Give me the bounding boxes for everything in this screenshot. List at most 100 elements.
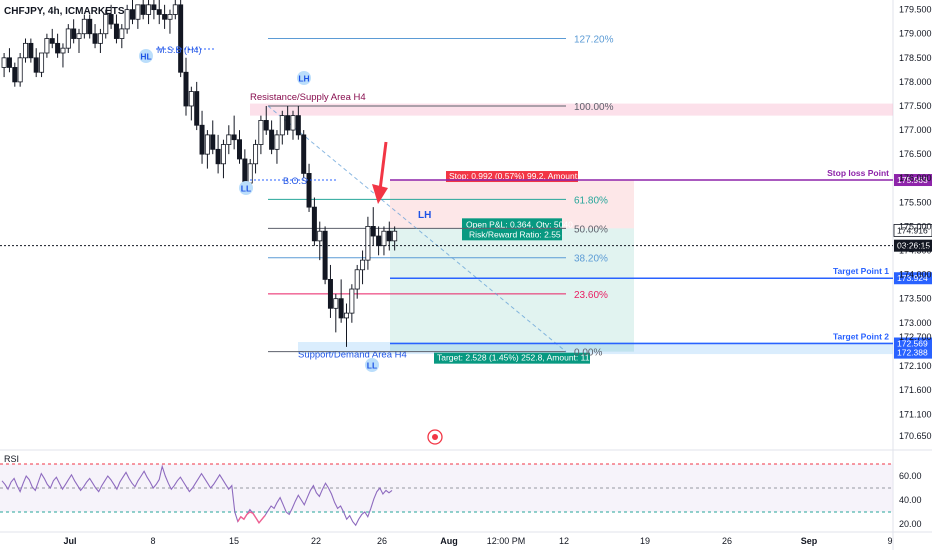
candle-53 — [285, 105, 291, 135]
candle-body — [6, 57, 12, 68]
candle-0 — [1, 52, 7, 78]
ll-bottom-label: LL — [367, 361, 377, 371]
candle-body — [156, 9, 162, 15]
bos-label: B.O.S — [283, 176, 307, 186]
y-tick-9: 175.000 — [899, 221, 932, 231]
lh-top-label: LH — [298, 74, 309, 84]
resistance-zone — [250, 103, 893, 116]
rsi-oversold-line — [237, 511, 266, 524]
lh-right-label: LH — [418, 210, 431, 221]
axes-layer: 179.500 179.000 178.500 178.000 177.500 177.0… — [63, 5, 931, 546]
candle-65 — [349, 284, 355, 323]
x-tick-5: Aug — [440, 536, 458, 546]
candle-29 — [156, 0, 162, 25]
candle-62 — [333, 293, 339, 333]
x-tick-3: 22 — [311, 536, 321, 546]
candle-body — [226, 134, 232, 145]
candle-body — [178, 4, 184, 73]
candle-26 — [140, 0, 146, 20]
candle-57 — [306, 163, 312, 212]
fib-retracement[interactable]: 127.20% 100.00% 61.80% 50.00% 38.20% 23.60% 0.… — [267, 35, 614, 359]
info-tag-box — [462, 218, 562, 241]
hl-label: HL — [140, 52, 151, 62]
candle-body — [263, 120, 269, 131]
candle-12 — [65, 24, 71, 53]
candle-body — [386, 230, 392, 242]
candle-35 — [188, 86, 194, 121]
y-tick-7: 176.000 — [899, 173, 932, 183]
price-now-box — [893, 224, 932, 237]
candle-52 — [279, 110, 285, 145]
chart-title: CHFJPY, 4h, ICMARKETS — [4, 6, 125, 17]
position-tool[interactable]: Stop: 0.992 (0.57%) 99.2, Amount: 950 Ope… — [390, 171, 634, 364]
candle-70 — [376, 226, 382, 256]
candle-body — [194, 91, 200, 126]
candle-body — [220, 144, 226, 165]
candle-body — [49, 38, 55, 44]
x-tick-9: 26 — [722, 536, 732, 546]
x-tick-7: 12 — [559, 536, 569, 546]
candle-body — [343, 312, 349, 319]
candle-body — [124, 9, 130, 30]
candle-body — [376, 235, 382, 247]
level-label-0: Stop loss Point — [827, 168, 889, 178]
y-tick-16: 171.600 — [899, 385, 932, 395]
candle-10 — [55, 33, 61, 58]
candle-body — [204, 134, 210, 155]
support-zone-label: Support/Demand Area H4 — [298, 349, 407, 360]
candle-body — [39, 52, 45, 73]
candle-47 — [253, 139, 259, 174]
candle-body — [258, 120, 264, 145]
candle-14 — [76, 28, 82, 53]
level-tag-box-1 — [894, 272, 932, 285]
candle-body — [140, 4, 146, 15]
y-tick-5: 177.000 — [899, 125, 932, 135]
candle-20 — [108, 4, 114, 29]
x-tick-4: 26 — [377, 536, 387, 546]
candle-body — [188, 91, 194, 107]
annotations-layer: HL M.S.B (H4) LH LL B.O.S LH LL — [139, 45, 443, 445]
candle-59 — [317, 221, 323, 261]
candle-body — [242, 158, 248, 184]
y-tick-8: 175.500 — [899, 197, 932, 207]
level-label-2: Target Point 2 — [833, 332, 889, 342]
candle-30 — [162, 4, 168, 29]
rsi-label: RSI — [4, 454, 19, 464]
candle-73 — [392, 226, 398, 251]
candle-body — [381, 230, 387, 247]
candle-6 — [33, 48, 39, 78]
fib-label-6: 0.00% — [574, 348, 602, 359]
candle-body — [162, 14, 168, 20]
price-now-label: 174.916 — [897, 225, 928, 235]
rsi-pane[interactable]: RSI 60.00 40.00 20.00 — [0, 454, 922, 529]
y-tick-0: 179.500 — [899, 5, 932, 15]
candle-9 — [49, 28, 55, 49]
rsi-line — [1, 464, 393, 527]
candle-17 — [92, 24, 98, 49]
candle-body — [172, 4, 178, 15]
candle-58 — [311, 197, 317, 246]
target-tag-box — [434, 352, 590, 364]
candle-body — [22, 42, 28, 59]
red-arrow-head — [372, 184, 388, 204]
candle-body — [65, 28, 71, 49]
candle-body — [236, 139, 242, 160]
reward-box — [390, 228, 634, 352]
x-tick-0: Jul — [63, 536, 76, 546]
y-tick-6: 176.500 — [899, 149, 932, 159]
candle-33 — [178, 0, 184, 78]
candle-22 — [119, 24, 125, 49]
candle-50 — [269, 120, 275, 155]
x-tick-6: 12:00 PM — [487, 536, 526, 546]
candle-3 — [17, 52, 23, 87]
candle-body — [146, 4, 152, 15]
candle-66 — [354, 264, 360, 299]
candle-body — [333, 298, 339, 309]
countdown-box — [894, 239, 932, 252]
x-tick-10: Sep — [801, 536, 818, 546]
candle-5 — [28, 38, 34, 63]
candle-2 — [12, 62, 18, 87]
stop-tag-text: Stop: 0.992 (0.57%) 99.2, Amount: 950 — [449, 171, 596, 181]
levels-layer[interactable]: Stop loss Point 175.963 Target Point 1 173.… — [0, 168, 932, 359]
